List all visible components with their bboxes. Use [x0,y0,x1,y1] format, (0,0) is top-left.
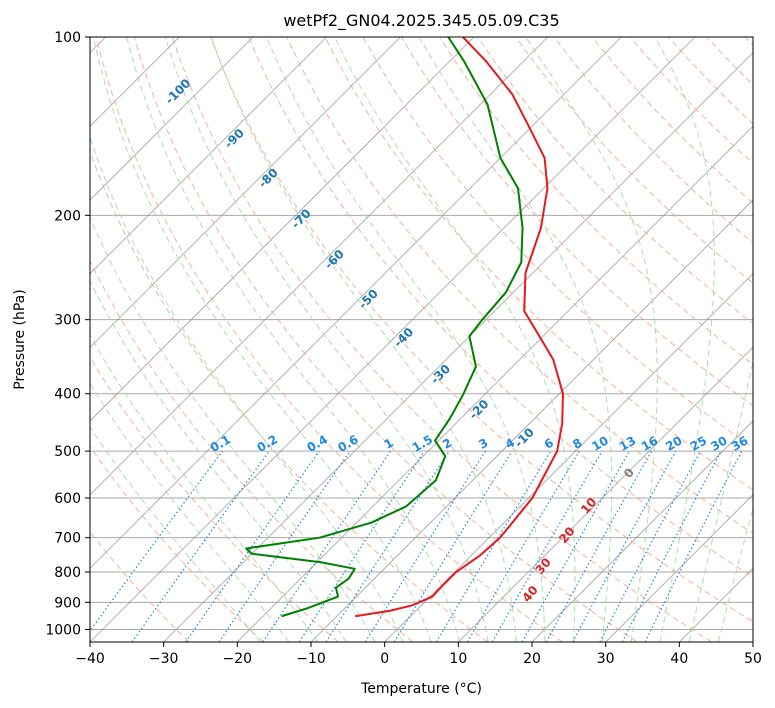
y-tick-label: 900 [54,595,81,611]
y-tick-label: 200 [54,208,81,224]
mixing-ratio-line [521,450,631,642]
x-axis-label: Temperature (°C) [360,681,482,697]
y-tick-label: 400 [54,387,81,403]
isotherm-line [237,125,753,642]
dry-adiabat-line [515,37,753,284]
dry-adiabat-line [90,259,414,642]
mixing-ratio-line [572,450,677,642]
moist-adiabat-line [210,37,517,642]
x-tick-label: 10 [449,651,467,667]
moist-adiabat-line [164,37,489,642]
mixing-ratio-line [262,450,392,642]
x-tick-label: 0 [380,651,389,667]
mixing-ratio-line [185,450,320,642]
isotherm-line [605,494,753,642]
x-tick-label: 30 [597,651,615,667]
moist-adiabat-line [90,334,319,642]
x-tick-label: −10 [296,651,326,667]
isotherm-line [90,37,327,275]
mixing-ratio-line [90,450,223,632]
x-tick-label: −20 [223,651,253,667]
chart-title: wetPf2_GN04.2025.345.05.09.C35 [283,11,559,31]
mixing-ratio-line [393,450,513,642]
moist-adiabat-line [90,382,290,642]
y-tick-label: 100 [54,30,81,46]
y-tick-label: 600 [54,491,81,507]
dry-adiabat-line [90,356,339,642]
mixing-ratio-line [644,450,743,642]
moist-adiabat-line [654,37,715,642]
x-tick-label: 20 [523,651,541,667]
x-tick-label: 40 [670,651,688,667]
mixing-ratio-line [298,450,425,642]
mixing-ratio-line [218,450,351,642]
plot-frame [89,36,754,643]
dewpoint-profile-line [245,37,524,618]
moist-adiabat-line [418,37,613,642]
isotherm-line [458,346,753,642]
plot-area [90,37,753,642]
isotherm-line [90,37,254,201]
y-axis-label: Pressure (hPa) [12,289,28,389]
dry-adiabat-line [95,37,563,642]
moist-adiabat-line [266,37,546,642]
isotherm-line [90,37,475,422]
mixing-ratio-line [545,450,653,642]
mixing-ratio-line [131,450,270,642]
isotherm-line [90,37,401,348]
isotherm-line [90,37,622,569]
dry-adiabat-line [171,37,712,642]
moist-adiabat-line [688,358,753,642]
y-tick-label: 300 [54,313,81,329]
dry-adiabat-line [90,445,264,642]
temperature-profile-line [355,37,564,618]
y-tick-label: 700 [54,531,81,547]
axis-ticks: −40 −30 −20 −10 0 10 20 30 40 50 100 200 300 400 500 60… [45,30,762,667]
y-tick-label: 1000 [45,622,81,638]
isotherm-line [531,420,753,642]
moist-adiabat-line [126,37,461,642]
y-tick-label: 500 [54,444,81,460]
moist-adiabat-line [525,37,658,642]
series-layer [245,37,564,618]
moist-adiabat-line [90,135,404,642]
isotherm-line [90,37,696,642]
x-tick-label: −30 [149,651,179,667]
mixing-ratio-line [325,450,450,642]
moist-adiabat-line [92,37,432,642]
moist-adiabat-line [717,506,753,642]
x-tick-label: 50 [744,651,762,667]
isotherm-line [384,273,753,642]
isotherm-line [90,37,548,496]
moist-adiabat-line [90,426,261,642]
dry-adiabat-line [210,37,753,623]
y-tick-label: 800 [54,565,81,581]
dry-adiabat-line [324,37,753,491]
moist-adiabat-line [90,215,376,642]
x-tick-label: −40 [75,651,105,667]
grid-layer [90,37,753,642]
dry-adiabat-line [248,37,753,578]
isotherm-line [163,52,753,642]
moist-adiabat-line [334,37,576,642]
dry-adiabat-line [286,37,753,534]
